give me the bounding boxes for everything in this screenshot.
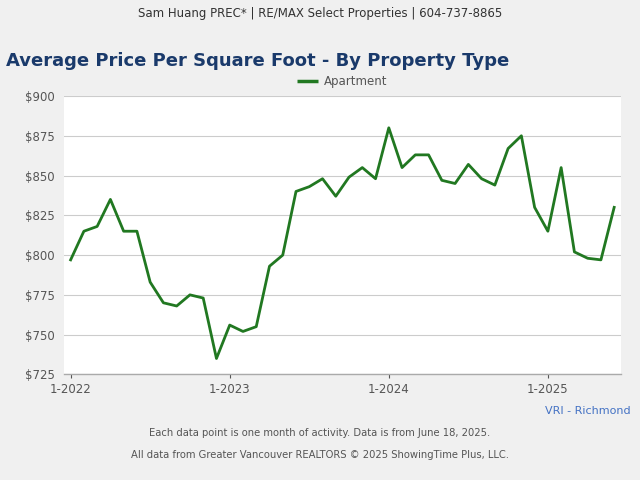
Text: Sam Huang PREC* | RE/MAX Select Properties | 604-737-8865: Sam Huang PREC* | RE/MAX Select Properti… — [138, 7, 502, 20]
Text: Average Price Per Square Foot - By Property Type: Average Price Per Square Foot - By Prope… — [6, 52, 509, 70]
Text: All data from Greater Vancouver REALTORS © 2025 ShowingTime Plus, LLC.: All data from Greater Vancouver REALTORS… — [131, 450, 509, 460]
Text: VRI - Richmond: VRI - Richmond — [545, 406, 630, 416]
Text: Each data point is one month of activity. Data is from June 18, 2025.: Each data point is one month of activity… — [149, 428, 491, 438]
Legend: Apartment: Apartment — [297, 75, 388, 88]
